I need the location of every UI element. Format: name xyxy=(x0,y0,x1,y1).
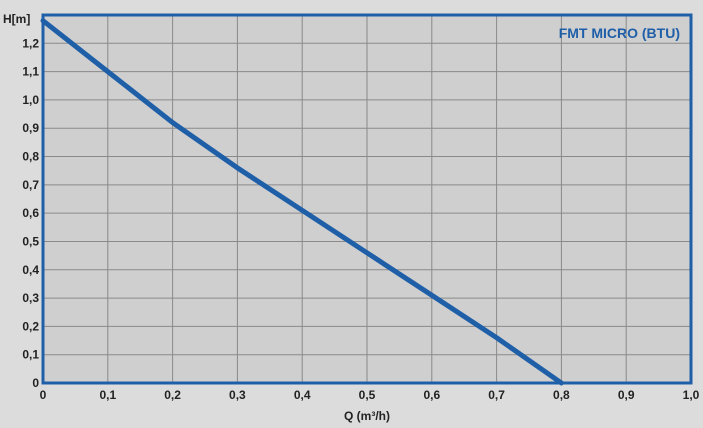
series-group xyxy=(40,18,564,386)
y-tick-label: 0,5 xyxy=(22,234,39,248)
x-tick-label: 0,8 xyxy=(553,388,570,402)
x-tick-label: 1,0 xyxy=(683,388,700,402)
y-axis-label: H[m] xyxy=(3,12,30,26)
y-tick-label: 0 xyxy=(32,376,39,390)
y-tick-labels: 0 0,1 0,2 0,3 0,4 0,5 0,6 0,7 0,8 0,9 1,0 1,1 1,2 xyxy=(22,36,39,390)
y-tick-label: 1,1 xyxy=(22,65,39,79)
x-tick-label: 0,3 xyxy=(229,388,246,402)
x-tick-label: 0,1 xyxy=(99,388,116,402)
y-tick-label: 0,2 xyxy=(22,319,39,333)
y-tick-label: 0,7 xyxy=(22,178,39,192)
plot-frame xyxy=(41,13,693,385)
chart-title: FMT MICRO (BTU) xyxy=(559,25,680,41)
x-tick-label: 0,2 xyxy=(164,388,181,402)
y-tick-label: 1,0 xyxy=(22,93,39,107)
x-tick-label: 0,9 xyxy=(618,388,635,402)
y-tick-label: 0,8 xyxy=(22,150,39,164)
x-tick-label: 0 xyxy=(40,388,47,402)
y-tick-label: 0,6 xyxy=(22,206,39,220)
x-axis-label: Q (m³/h) xyxy=(344,409,390,423)
y-tick-label: 0,3 xyxy=(22,291,39,305)
y-tick-label: 0,4 xyxy=(22,263,39,277)
x-tick-label: 0,7 xyxy=(488,388,505,402)
x-tick-labels: 0 0,1 0,2 0,3 0,4 0,5 0,6 0,7 0,8 0,9 1,0 xyxy=(40,388,700,402)
y-tick-label: 1,2 xyxy=(22,36,39,50)
x-tick-label: 0,4 xyxy=(294,388,311,402)
x-tick-label: 0,6 xyxy=(423,388,440,402)
y-tick-label: 0,9 xyxy=(22,121,39,135)
x-tick-label: 0,5 xyxy=(359,388,376,402)
y-tick-label: 0,1 xyxy=(22,348,39,362)
series-line xyxy=(40,18,564,386)
